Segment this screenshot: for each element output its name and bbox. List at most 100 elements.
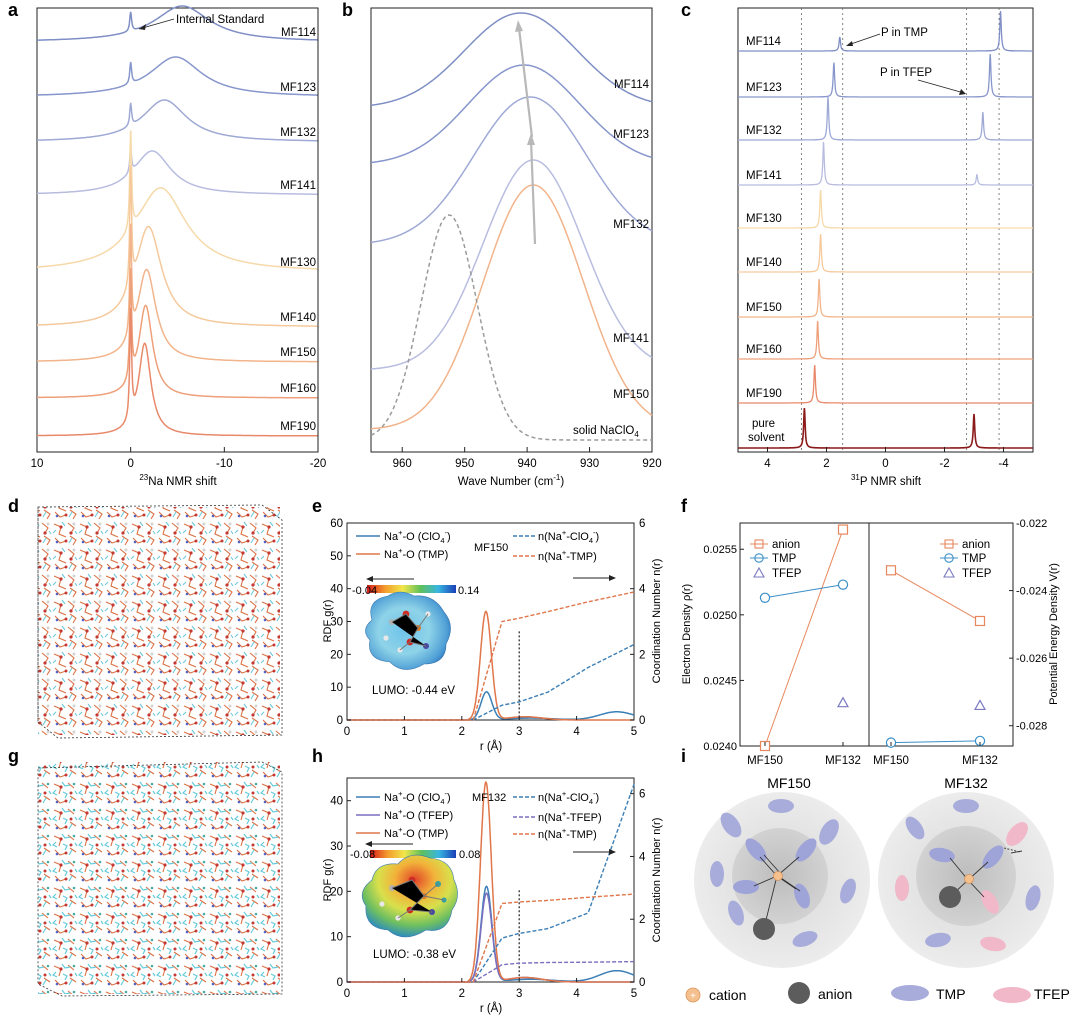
- chart-h-ytick-label: 20: [330, 886, 343, 898]
- series-line-MF141: [37, 148, 318, 195]
- chart-h-ytick-label: 10: [330, 932, 343, 944]
- chart-c-annotation-tmp-arrowhead: [846, 41, 853, 46]
- cn-line-ClO4: [347, 784, 635, 983]
- chart-e-legend-tmp: Na+-O (TMP): [384, 546, 448, 561]
- chart-b-solid-label: solid NaClO4: [573, 425, 639, 439]
- chart-h-colorbar-min: -0.08: [350, 849, 375, 861]
- legend-tmp: TMP: [936, 986, 966, 1002]
- chart-e-legend-nclo4: n(Na+-ClO4-): [538, 528, 599, 545]
- series-label-MF141: MF141: [613, 333, 649, 345]
- chart-f-left-legend-tmp: TMP: [772, 553, 797, 565]
- chart-e-xlabel: r (Å): [480, 740, 503, 753]
- chart-h-y2tick-label: 2: [639, 914, 645, 926]
- chart-e-left-arrowhead: [366, 576, 373, 582]
- chart-f-xtick-label: MF132: [825, 755, 861, 767]
- tmp-molecule: [792, 931, 818, 947]
- chart-e-legend-ntmp: n(Na+-TMP): [538, 548, 597, 563]
- chart-e-ytick-label: 10: [330, 682, 343, 694]
- series-line-MF123: [370, 64, 653, 164]
- chart-c: MF114 MF123 MF132 MF141 MF130 MF140 MF150 MF160…: [737, 7, 1034, 488]
- cation-particle: [964, 874, 974, 884]
- schematic-right-title: MF132: [944, 775, 988, 791]
- series-line-MF190: [738, 364, 1033, 404]
- rdf-line-TMP: [347, 780, 634, 983]
- chart-f-left-legend: anion TMP TFEP: [750, 539, 802, 580]
- chart-f-left-line-TMP: [764, 584, 844, 599]
- chart-f-xtick-label: MF150: [747, 755, 783, 767]
- chart-e-colorbar: [367, 585, 456, 593]
- chart-h-xtick-label: 5: [631, 988, 637, 1000]
- series-label-MF123: MF123: [613, 129, 649, 141]
- chart-h-xtick-label: 0: [344, 988, 350, 1000]
- series-label-solvent: solvent: [748, 432, 785, 444]
- chart-e-ytick-label: 50: [330, 551, 343, 563]
- series-line-MF114: [36, 5, 318, 41]
- chart-a-xtick-label: -20: [310, 458, 327, 470]
- tmp-molecule: [840, 878, 856, 904]
- series-label-MF160: MF160: [280, 383, 316, 395]
- panel-letter-h: h: [312, 746, 323, 766]
- series-line-MF114: [738, 10, 1033, 52]
- chart-b-xtick-label: 960: [393, 458, 412, 470]
- chart-e-ytick-label: 0: [337, 715, 343, 727]
- chart-e-lumo: LUMO: -0.44 eV: [372, 685, 455, 697]
- series-label-MF130: MF130: [280, 257, 316, 269]
- chart-e-colorbar-min: -0.04: [352, 585, 377, 597]
- tmp-molecule: [1025, 885, 1041, 911]
- series-label-MF190: MF190: [280, 421, 316, 433]
- chart-h-colorbar-max: 0.08: [459, 849, 480, 861]
- chart-e-esp-molecule: [365, 591, 451, 670]
- panel-letter-e: e: [312, 496, 322, 516]
- chart-a-annotation: Internal Standard: [176, 14, 264, 26]
- tmp-molecule: [745, 838, 767, 862]
- series-label-MF123: MF123: [746, 82, 782, 94]
- chart-c-annotation-tfep: P in TFEP: [880, 67, 932, 79]
- series-line-MF141: [371, 159, 653, 370]
- chart-h-legend: Na+-O (ClO4-) Na+-O (TFEP) Na+-O (TMP) M…: [356, 789, 616, 855]
- panel-letter-i: i: [681, 746, 686, 766]
- chart-c-xtick-label: 4: [764, 458, 771, 470]
- panel-letter-b: b: [342, 0, 353, 20]
- chart-f-left-marker-TMP: [837, 579, 849, 590]
- chart-b-xtick-label: 930: [580, 458, 599, 470]
- series-label-MF160: MF160: [746, 344, 782, 356]
- chart-c-annotation-tmp: P in TMP: [881, 27, 928, 39]
- chart-f-right-legend-tmp: TMP: [962, 553, 987, 565]
- chart-h-xtick-label: 2: [459, 988, 465, 1000]
- chart-e-y2tick-label: 0: [639, 715, 645, 727]
- chart-h-legend-nclo4: n(Na+-ClO4-): [538, 789, 599, 806]
- chart-e-xtick-label: 0: [344, 726, 350, 738]
- md-box-g-outline: [37, 761, 283, 997]
- series-line-MF150: [37, 223, 318, 363]
- legend-cation-plus: +: [690, 991, 696, 1002]
- chart-a: MF114 MF123 MF132 MF141 MF130 MF140 MF150 MF160…: [31, 5, 327, 488]
- chart-f-ylabel2: Potential Energy Density V(r): [1048, 563, 1060, 705]
- chart-c-xtick-label: 0: [882, 458, 888, 470]
- legend-cation-marker: [685, 987, 701, 1003]
- chart-b-shift-arrow-1: [529, 139, 537, 245]
- series-label-MF114: MF114: [746, 36, 782, 48]
- chart-e-y2tick-label: 6: [639, 518, 645, 530]
- panel-letter-c: c: [681, 0, 691, 20]
- chart-h-legend-tmp: Na+-O (TMP): [384, 825, 448, 840]
- chart-c-annotation-tfep-arrow: [917, 79, 965, 94]
- chart-f-right-legend-tmp-marker: [944, 553, 954, 563]
- chart-a-xlabel: 23Na NMR shift: [139, 473, 217, 488]
- chart-c-annotation-tmp-arrow: [847, 33, 881, 46]
- chart-e-ylabel2: Coordination Number n(r): [651, 559, 663, 684]
- series-label-MF140: MF140: [746, 257, 782, 269]
- chart-f-right-legend-anion: anion: [962, 539, 990, 551]
- chart-h-colorbar: [370, 850, 456, 858]
- chart-e-xtick-label: 2: [459, 726, 465, 738]
- series-line-MF160: [37, 268, 318, 399]
- series-label-MF150: MF150: [613, 389, 649, 401]
- chart-h-y2tick-label: 6: [639, 789, 645, 801]
- chart-c-xtick-label: -2: [939, 458, 949, 470]
- chart-f-ytick-label: 0.0255: [703, 544, 737, 556]
- schematic-left-molecules: [710, 799, 856, 947]
- tmp-molecule: [925, 932, 951, 948]
- series-label-pure: pure: [752, 418, 775, 430]
- chart-h-ytick-label: 30: [330, 841, 343, 853]
